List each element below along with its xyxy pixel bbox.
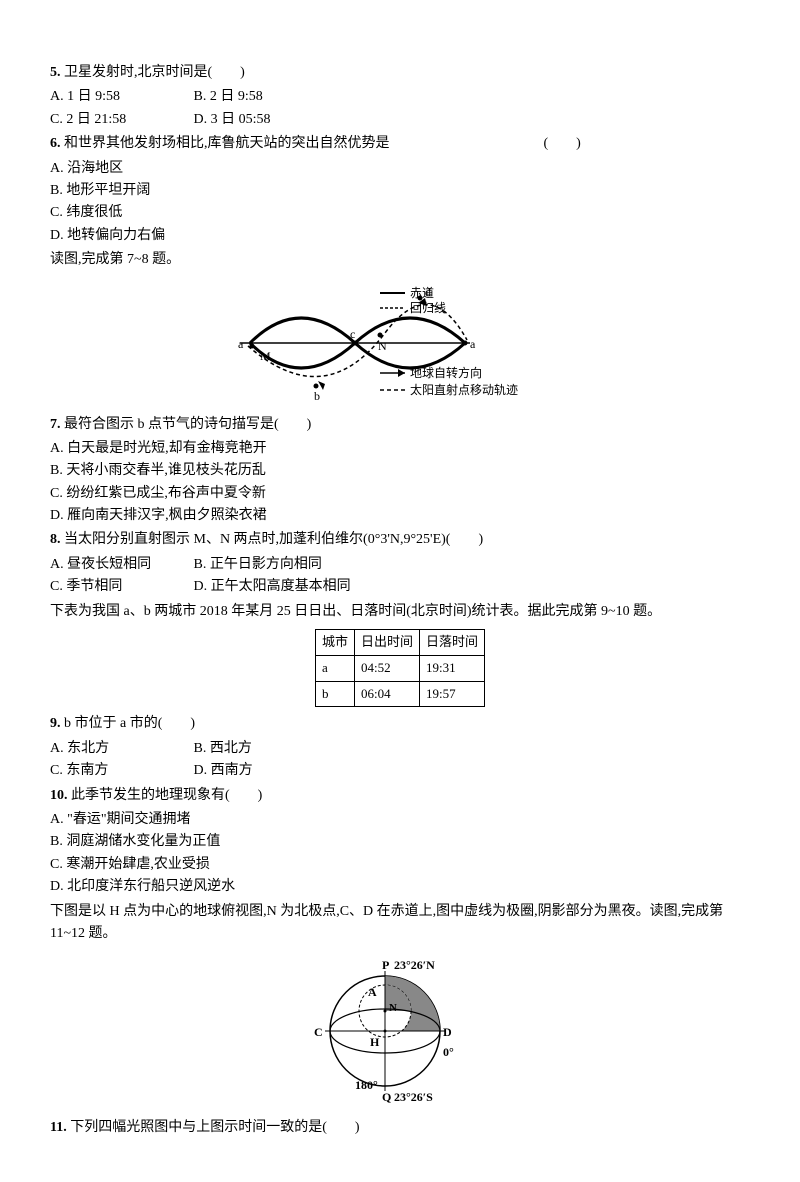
q9-num: 9.	[50, 716, 61, 731]
intro-7-8: 读图,完成第 7~8 题。	[50, 249, 750, 271]
label-Q: Q	[382, 1090, 391, 1104]
q5-options-ab: A. 1 日 9:58 B. 2 日 9:58	[50, 86, 750, 108]
q11-text: 下列四幅光照图中与上图示时间一致的是( )	[70, 1120, 359, 1135]
q5-opt-a: A. 1 日 9:58	[50, 86, 190, 108]
intro-9-10: 下表为我国 a、b 两城市 2018 年某月 25 日日出、日落时间(北京时间)…	[50, 601, 750, 623]
th-sunset: 日落时间	[420, 630, 485, 656]
legend-equator: 赤道	[410, 286, 434, 300]
q11-num: 11.	[50, 1120, 67, 1135]
q7-opt-c: C. 纷纷红紫已成尘,布谷声中夏令新	[50, 483, 750, 505]
q7-opt-a: A. 白天最是时光短,却有金梅竞艳开	[50, 438, 750, 460]
cell-a-set: 19:31	[420, 655, 485, 681]
q10-opt-c: C. 寒潮开始肆虐,农业受损	[50, 854, 750, 876]
label-zero: 0°	[443, 1045, 454, 1059]
table-header-row: 城市 日出时间 日落时间	[315, 630, 484, 656]
label-c: c	[350, 327, 355, 341]
label-N: N	[389, 1002, 397, 1014]
q9-opt-d: D. 西南方	[194, 760, 334, 782]
q8-options-cd: C. 季节相同 D. 正午太阳高度基本相同	[50, 576, 750, 598]
q7-text: 最符合图示 b 点节气的诗句描写是( )	[64, 417, 311, 432]
th-city: 城市	[315, 630, 354, 656]
label-180: 180°	[355, 1078, 378, 1092]
q6-opt-a: A. 沿海地区	[50, 158, 750, 180]
cell-b-rise: 06:04	[354, 681, 419, 707]
q6-opt-c: C. 纬度很低	[50, 202, 750, 224]
question-11: 11. 下列四幅光照图中与上图示时间一致的是( )	[50, 1117, 750, 1139]
q10-num: 10.	[50, 788, 68, 803]
th-sunrise: 日出时间	[354, 630, 419, 656]
label-A: A	[368, 985, 377, 999]
label-M: M	[260, 349, 271, 363]
q9-opt-b: B. 西北方	[194, 738, 334, 760]
q9-text: b 市位于 a 市的( )	[64, 716, 195, 731]
q7-opt-d: D. 雁向南天排汉字,枫由夕照染衣裙	[50, 505, 750, 527]
cell-a-city: a	[315, 655, 354, 681]
q7-opt-b: B. 天将小雨交春半,谁见枝头花历乱	[50, 460, 750, 482]
intro-11-12: 下图是以 H 点为中心的地球俯视图,N 为北极点,C、D 在赤道上,图中虚线为极…	[50, 901, 750, 946]
question-6: 6. 和世界其他发射场相比,库鲁航天站的突出自然优势是 ( )	[50, 133, 750, 155]
legend-rotation: 地球自转方向	[410, 365, 482, 380]
label-N: N	[378, 339, 387, 353]
label-P: P	[382, 958, 389, 972]
q9-options-ab: A. 东北方 B. 西北方	[50, 738, 750, 760]
q6-num: 6.	[50, 136, 61, 151]
question-8: 8. 当太阳分别直射图示 M、N 两点时,加蓬利伯维尔(0°3'N,9°25'E…	[50, 529, 750, 551]
q5-opt-d: D. 3 日 05:58	[194, 109, 334, 131]
label-H: H	[370, 1035, 380, 1049]
legend-tropic: 回归线	[410, 301, 446, 315]
q10-text: 此季节发生的地理现象有( )	[71, 788, 262, 803]
q10-opt-a: A. "春运"期间交通拥堵	[50, 809, 750, 831]
cell-b-set: 19:57	[420, 681, 485, 707]
question-5: 5. 卫星发射时,北京时间是( )	[50, 62, 750, 84]
q6-opt-d: D. 地转偏向力右偏	[50, 225, 750, 247]
earth-orbit-diagram: a M b c N d a 赤道 回归线 地球自转方向 太阳直射点移动轨迹	[230, 278, 570, 408]
q10-opt-d: D. 北印度洋东行船只逆风逆水	[50, 876, 750, 898]
label-Plat: 23°26′N	[394, 958, 435, 972]
cell-b-city: b	[315, 681, 354, 707]
q5-opt-b: B. 2 日 9:58	[194, 86, 334, 108]
q8-opt-a: A. 昼夜长短相同	[50, 554, 190, 576]
table-row-b: b 06:04 19:57	[315, 681, 484, 707]
label-C: C	[314, 1025, 323, 1039]
q8-opt-b: B. 正午日影方向相同	[194, 554, 334, 576]
label-a-left: a	[238, 337, 244, 351]
q5-opt-c: C. 2 日 21:58	[50, 109, 190, 131]
q6-opt-b: B. 地形平坦开阔	[50, 180, 750, 202]
q8-opt-c: C. 季节相同	[50, 576, 190, 598]
q8-num: 8.	[50, 532, 61, 547]
label-D: D	[443, 1025, 452, 1039]
sunrise-sunset-table: 城市 日出时间 日落时间 a 04:52 19:31 b 06:04 19:57	[315, 629, 485, 707]
q9-opt-c: C. 东南方	[50, 760, 190, 782]
q8-opt-d: D. 正午太阳高度基本相同	[194, 576, 351, 598]
q8-options-ab: A. 昼夜长短相同 B. 正午日影方向相同	[50, 554, 750, 576]
earth-topview-diagram: P 23°26′N C D H N A 0° 180° Q 23°26′S	[290, 951, 510, 1111]
cell-a-rise: 04:52	[354, 655, 419, 681]
question-9: 9. b 市位于 a 市的( )	[50, 713, 750, 735]
table-row-a: a 04:52 19:31	[315, 655, 484, 681]
question-10: 10. 此季节发生的地理现象有( )	[50, 785, 750, 807]
figure-earth-topview: P 23°26′N C D H N A 0° 180° Q 23°26′S	[50, 951, 750, 1111]
q8-text: 当太阳分别直射图示 M、N 两点时,加蓬利伯维尔(0°3'N,9°25'E)( …	[64, 532, 483, 547]
q6-text: 和世界其他发射场相比,库鲁航天站的突出自然优势是 ( )	[64, 136, 581, 151]
q5-options-cd: C. 2 日 21:58 D. 3 日 05:58	[50, 109, 750, 131]
q5-num: 5.	[50, 65, 61, 80]
q10-opt-b: B. 洞庭湖储水变化量为正值	[50, 831, 750, 853]
q9-options-cd: C. 东南方 D. 西南方	[50, 760, 750, 782]
figure-earth-orbit: a M b c N d a 赤道 回归线 地球自转方向 太阳直射点移动轨迹	[50, 278, 750, 408]
label-b: b	[314, 389, 320, 403]
q9-opt-a: A. 东北方	[50, 738, 190, 760]
q7-num: 7.	[50, 417, 61, 432]
label-Qlat: 23°26′S	[394, 1090, 433, 1104]
q5-text: 卫星发射时,北京时间是( )	[64, 65, 245, 80]
legend-subsolar: 太阳直射点移动轨迹	[410, 382, 518, 397]
label-a-right: a	[470, 337, 476, 351]
question-7: 7. 最符合图示 b 点节气的诗句描写是( )	[50, 414, 750, 436]
